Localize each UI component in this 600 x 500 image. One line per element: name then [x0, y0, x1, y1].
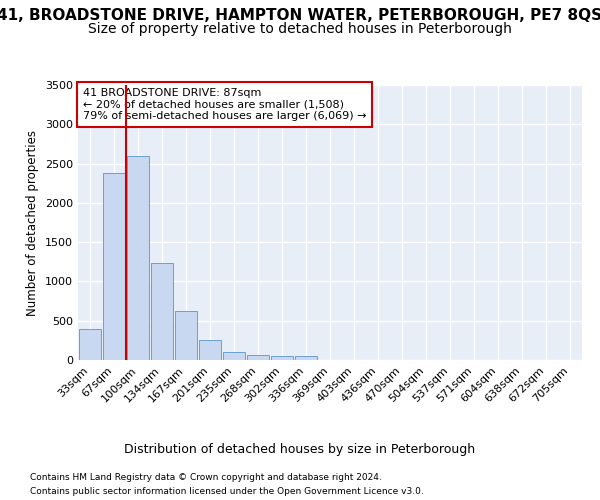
Text: 41 BROADSTONE DRIVE: 87sqm
← 20% of detached houses are smaller (1,508)
79% of s: 41 BROADSTONE DRIVE: 87sqm ← 20% of deta… — [83, 88, 367, 121]
Bar — [79, 328, 101, 360]
Bar — [103, 173, 125, 360]
Text: 41, BROADSTONE DRIVE, HAMPTON WATER, PETERBOROUGH, PE7 8QS: 41, BROADSTONE DRIVE, HAMPTON WATER, PET… — [0, 8, 600, 22]
Text: Contains public sector information licensed under the Open Government Licence v3: Contains public sector information licen… — [30, 488, 424, 496]
Bar — [223, 352, 245, 360]
Y-axis label: Number of detached properties: Number of detached properties — [26, 130, 40, 316]
Bar — [199, 340, 221, 360]
Bar — [295, 356, 317, 360]
Bar — [175, 310, 197, 360]
Text: Contains HM Land Registry data © Crown copyright and database right 2024.: Contains HM Land Registry data © Crown c… — [30, 472, 382, 482]
Bar — [271, 356, 293, 360]
Bar — [151, 262, 173, 360]
Bar — [247, 356, 269, 360]
Bar — [127, 156, 149, 360]
Text: Size of property relative to detached houses in Peterborough: Size of property relative to detached ho… — [88, 22, 512, 36]
Text: Distribution of detached houses by size in Peterborough: Distribution of detached houses by size … — [124, 442, 476, 456]
